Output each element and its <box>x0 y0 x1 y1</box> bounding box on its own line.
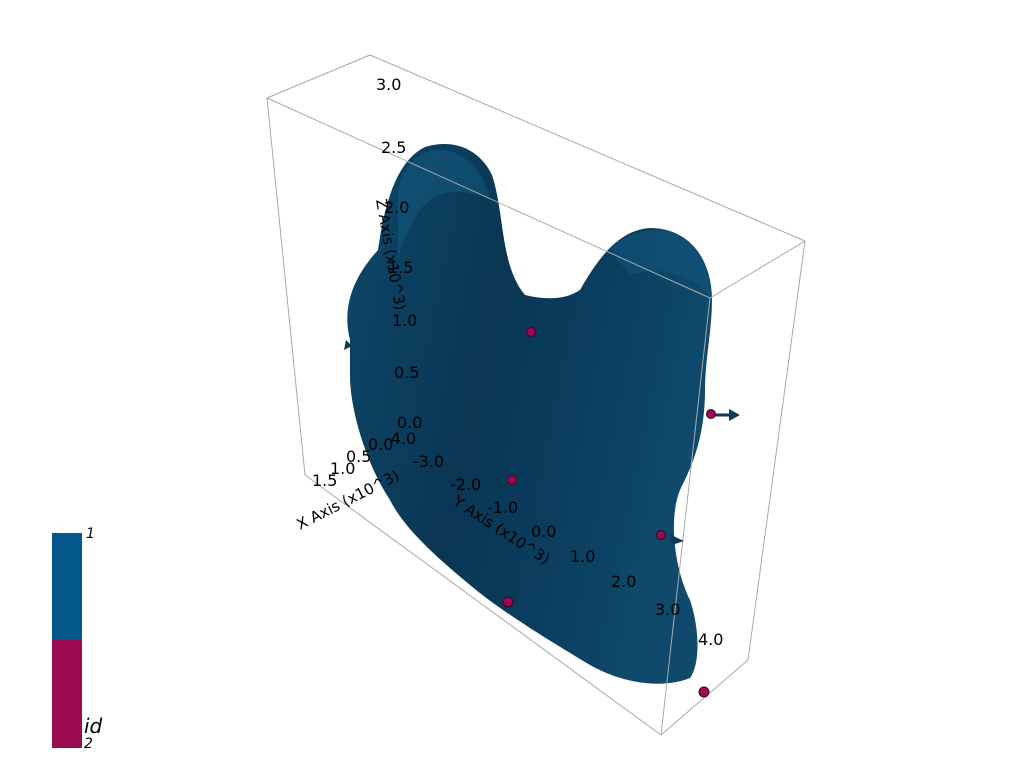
z-axis-ticks: 3.0 2.5 2.0 1.5 1.0 0.5 0.0 <box>376 75 422 432</box>
z-tick-label: 1.5 <box>388 258 413 277</box>
y-axis-ticks: -4.0 -3.0 -2.0 -1.0 0.0 1.0 2.0 3.0 4.0 <box>385 429 723 649</box>
point-marker <box>507 475 517 485</box>
z-tick-label: 2.0 <box>384 198 409 217</box>
point-marker <box>706 409 716 419</box>
point-marker <box>698 686 710 698</box>
scalar-bar-segment-2 <box>52 640 82 748</box>
z-tick-label: 0.0 <box>397 413 422 432</box>
bounding-box-back <box>266 54 806 661</box>
y-tick-label: 1.0 <box>570 547 595 566</box>
z-tick-label: 3.0 <box>376 75 401 94</box>
scalar-bar-title: id <box>84 714 103 738</box>
point-marker <box>656 530 666 540</box>
bounding-box-front <box>266 97 806 736</box>
y-tick-label: 2.0 <box>611 572 636 591</box>
point-marker <box>526 327 536 337</box>
scalar-bar-bottom-label: 2 <box>84 736 93 752</box>
y-tick-label: -1.0 <box>487 498 518 517</box>
y-tick-label: -3.0 <box>413 452 444 471</box>
y-tick-label: -2.0 <box>450 475 481 494</box>
x-tick-label: 1.5 <box>312 471 337 490</box>
y-tick-label: -4.0 <box>385 429 416 448</box>
surface-mesh[interactable] <box>347 144 712 684</box>
z-tick-label: 0.5 <box>394 363 419 382</box>
scalar-bar-top-label: 1 <box>86 526 95 542</box>
y-tick-label: 3.0 <box>655 600 680 619</box>
scalar-bar <box>52 533 82 748</box>
x-tick-label: 0.5 <box>346 447 371 466</box>
z-tick-label: 1.0 <box>392 311 417 330</box>
y-tick-label: 4.0 <box>698 630 723 649</box>
surface-highlight <box>610 230 710 295</box>
x-tick-label: 0.0 <box>368 435 393 454</box>
z-tick-label: 2.5 <box>381 138 406 157</box>
scalar-bar-segment-1 <box>52 533 82 640</box>
point-glyphs <box>502 327 716 698</box>
point-marker <box>502 596 514 608</box>
y-tick-label: 0.0 <box>531 522 556 541</box>
surface-highlight <box>398 149 490 260</box>
x-axis-ticks: 1.5 1.0 0.5 0.0 <box>312 435 393 490</box>
x-tick-label: 1.0 <box>330 459 355 478</box>
